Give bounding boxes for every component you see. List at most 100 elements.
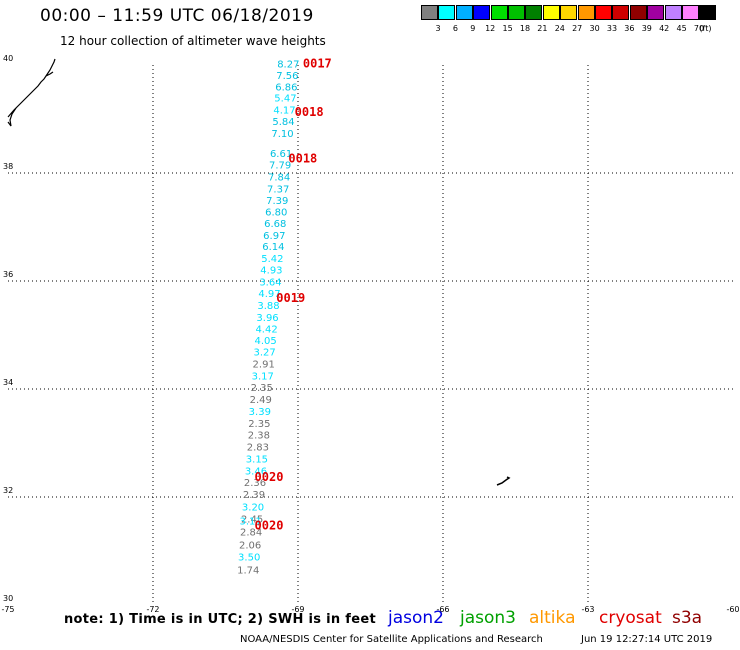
legend-swatch (682, 5, 699, 20)
wave-height-value: 2.38 (248, 431, 270, 442)
coastline-shape (7, 58, 56, 127)
wave-height-value: 1.74 (237, 566, 259, 577)
hour-label: 0020 (255, 470, 284, 484)
wave-height-value: 3.88 (257, 301, 279, 312)
wave-height-value: 7.84 (268, 173, 290, 184)
legend-swatch (542, 5, 560, 20)
lat-tick-label: 40 (3, 54, 13, 63)
wave-height-value: 4.17 (273, 106, 295, 117)
legend-swatch (664, 5, 682, 20)
legend-label: 15 (502, 24, 513, 33)
legend-swatch (577, 5, 595, 20)
legend-label: 9 (470, 24, 476, 33)
lon-tick-label: -69 (291, 605, 304, 614)
wave-height-value: 3.11 (240, 517, 262, 528)
wave-height-value: 2.84 (240, 527, 262, 538)
legend-label: 36 (624, 24, 635, 33)
legend-swatch (629, 5, 647, 20)
wave-height-value: 2.45 (241, 514, 263, 525)
legend-label: 70 (693, 24, 705, 33)
wave-height-value: 6.97 (263, 231, 285, 242)
wave-height-value: 7.79 (269, 161, 291, 172)
legend-label: 42 (659, 24, 670, 33)
wave-height-value: 5.47 (274, 94, 296, 105)
legend-swatch (647, 5, 665, 20)
legend-swatch (455, 5, 473, 20)
legend-swatch (473, 5, 491, 20)
legend-label: 33 (606, 24, 618, 33)
wave-height-value: 4.05 (254, 336, 276, 347)
wave-height-value: 4.97 (258, 289, 280, 300)
hour-label: 0019 (276, 291, 305, 305)
legend-swatch (595, 5, 612, 20)
wave-height-value: 4.42 (255, 324, 277, 335)
credit-text: NOAA/NESDIS Center for Satellite Applica… (240, 634, 543, 645)
legend-label: 3 (435, 24, 441, 33)
wave-height-value: 6.14 (262, 242, 284, 253)
lat-tick-label: 34 (3, 378, 13, 387)
wave-height-value: 5.84 (272, 117, 294, 128)
wave-height-value: 3.96 (256, 313, 278, 324)
wave-height-value: 4.93 (260, 265, 282, 276)
legend-label: 21 (537, 24, 548, 33)
map-subtitle: 12 hour collection of altimeter wave hei… (60, 34, 326, 48)
wave-height-value: 7.10 (271, 129, 293, 140)
legend-swatch (421, 5, 438, 20)
lon-tick-label: -60 (726, 605, 739, 614)
hour-label: 0018 (288, 152, 317, 166)
wave-height-value: 5.42 (261, 254, 283, 265)
wave-height-value: 6.61 (270, 149, 292, 160)
legend-swatch (525, 5, 543, 20)
legend-label: 18 (519, 24, 531, 33)
lon-tick-label: -63 (581, 605, 594, 614)
wave-height-value: 6.68 (264, 219, 286, 230)
hour-label: 0017 (303, 57, 332, 71)
lon-tick-label: -75 (1, 605, 14, 614)
legend-label: 12 (485, 24, 496, 33)
footer-note: note: 1) Time is in UTC; 2) SWH is in fe… (64, 612, 376, 627)
map-title: 00:00 – 11:59 UTC 06/18/2019 (40, 6, 314, 26)
wave-height-value: 3.50 (238, 553, 260, 564)
wave-height-value: 6.86 (275, 82, 297, 93)
lat-tick-label: 36 (3, 270, 13, 279)
wave-height-value: 2.06 (239, 540, 261, 551)
wave-height-value: 3.39 (249, 407, 271, 418)
lat-tick-label: 30 (3, 594, 13, 603)
legend-swatch (699, 5, 717, 20)
wave-height-value: 2.39 (243, 490, 265, 501)
satellite-legend-item: jason2 (388, 608, 444, 628)
legend-swatch (560, 5, 578, 20)
legend-unit: (ft) (699, 24, 712, 33)
wave-height-value: 3.20 (242, 503, 264, 514)
satellite-legend-item: s3a (672, 608, 703, 628)
legend-swatch (508, 5, 525, 20)
satellite-legend-item: altika (529, 608, 576, 628)
satellite-legend-item: jason3 (460, 608, 516, 628)
legend-label: 6 (452, 24, 458, 33)
wave-height-value: 7.39 (266, 196, 288, 207)
wave-height-value: 7.37 (267, 184, 289, 195)
legend-label: 45 (676, 24, 687, 33)
generation-timestamp: Jun 19 12:27:14 UTC 2019 (581, 634, 713, 645)
legend-swatch (612, 5, 630, 20)
legend-label: 30 (589, 24, 600, 33)
hour-label: 0020 (255, 518, 284, 532)
bermuda-shape (496, 476, 511, 486)
wave-height-value: 2.35 (251, 383, 273, 394)
lat-tick-label: 38 (3, 162, 13, 171)
legend-label: 24 (554, 24, 565, 33)
wave-height-value: 3.17 (252, 371, 274, 382)
wave-height-value: 3.46 (245, 466, 267, 477)
wave-height-value: 7.56 (276, 71, 298, 82)
lon-tick-label: -66 (436, 605, 449, 614)
wave-height-value: 2.91 (253, 359, 275, 370)
wave-height-value: 8.27 (277, 60, 299, 71)
legend-label: 39 (641, 24, 652, 33)
lon-tick-label: -72 (146, 605, 159, 614)
wave-height-value: 2.49 (250, 395, 272, 406)
legend-label: 27 (572, 24, 583, 33)
satellite-legend-item: cryosat (599, 608, 662, 628)
wave-height-value: 2.36 (244, 478, 266, 489)
lat-tick-label: 32 (3, 486, 13, 495)
